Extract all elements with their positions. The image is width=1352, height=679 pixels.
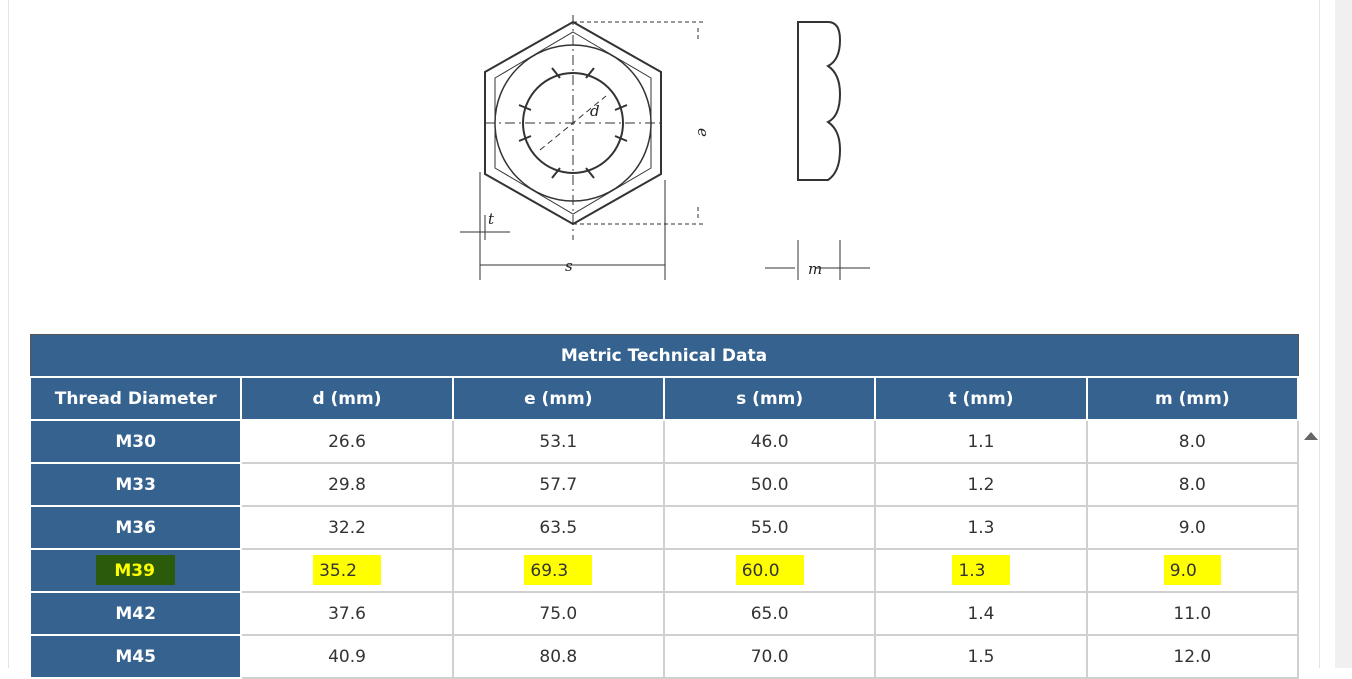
content-frame: [8, 0, 1320, 668]
scrollbar[interactable]: [1335, 0, 1352, 668]
data-row: M30 26.6 53.1 46.0 1.1 8.0: [28, 419, 1300, 464]
header-row: Thread Diameter d (mm) e (mm) s (mm) t (mm) m…: [28, 376, 1300, 421]
label-t: t: [488, 210, 495, 228]
cell: 80.8: [451, 634, 665, 679]
row-header: M39: [28, 548, 243, 593]
cell: 75.0: [451, 591, 665, 636]
data-table: Metric Technical Data Thread Diameter d (m…: [28, 334, 1300, 679]
data-row: M33 29.8 57.7 50.0 1.2 8.0: [28, 462, 1300, 507]
cell: 63.5: [451, 505, 665, 550]
center-lines: [485, 15, 661, 240]
label-d: d: [590, 102, 600, 120]
cell: 1.3: [874, 505, 1088, 550]
data-row: M45 40.9 80.8 70.0 1.5 12.0: [28, 634, 1300, 679]
m-dimension: [765, 240, 870, 280]
cell: 9.0: [1085, 505, 1300, 550]
nut-drawing: d e s t m: [460, 15, 870, 280]
highlighted-text: 35.2: [313, 554, 381, 585]
data-row: M42 37.6 75.0 65.0 1.4 11.0: [28, 591, 1300, 636]
highlighted-text: M39: [96, 554, 175, 585]
cell: 12.0: [1085, 634, 1300, 679]
cell: 26.6: [240, 419, 454, 464]
cell: 1.3: [874, 548, 1088, 593]
cell: 11.0: [1085, 591, 1300, 636]
cell: 57.7: [451, 462, 665, 507]
column-header: m (mm): [1085, 376, 1300, 421]
scroll-up-arrow[interactable]: [1303, 430, 1319, 442]
data-row: M36 32.2 63.5 55.0 1.3 9.0: [28, 505, 1300, 550]
cell: 1.1: [874, 419, 1088, 464]
cell: 46.0: [662, 419, 877, 464]
title-row: Metric Technical Data: [29, 334, 1299, 378]
label-s: s: [565, 257, 573, 275]
label-e: e: [694, 128, 712, 137]
cell: 1.5: [874, 634, 1088, 679]
e-dimension: [573, 21, 705, 225]
cell: 1.2: [874, 462, 1088, 507]
highlighted-text: 9.0: [1163, 554, 1221, 585]
highlighted-text: 69.3: [524, 554, 593, 585]
cell: 70.0: [662, 634, 877, 679]
cell: 69.3: [451, 548, 665, 593]
hex-inner: [494, 31, 652, 215]
cell: 55.0: [662, 505, 877, 550]
cell: 8.0: [1085, 462, 1300, 507]
cell: 40.9: [240, 634, 454, 679]
cell: 50.0: [662, 462, 877, 507]
cell: 32.2: [240, 505, 454, 550]
cell: 53.1: [451, 419, 665, 464]
cell: 29.8: [240, 462, 454, 507]
bore: [522, 72, 624, 174]
teeth: [518, 67, 628, 179]
side-view: [797, 21, 842, 181]
highlighted-text: 1.3: [952, 554, 1010, 585]
cell: 9.0: [1085, 548, 1300, 593]
t-dimension: [460, 215, 510, 240]
table-title: Metric Technical Data: [29, 334, 1299, 378]
row-header: M33: [28, 462, 243, 507]
row-header: M30: [28, 419, 243, 464]
cell: 65.0: [662, 591, 877, 636]
row-header: M42: [28, 591, 243, 636]
column-header: t (mm): [874, 376, 1088, 421]
column-header: Thread Diameter: [28, 376, 243, 421]
cell: 35.2: [240, 548, 454, 593]
cell: 1.4: [874, 591, 1088, 636]
label-m: m: [808, 260, 822, 278]
s-dimension: [479, 172, 666, 280]
column-header: e (mm): [451, 376, 665, 421]
column-header: d (mm): [240, 376, 454, 421]
cell: 37.6: [240, 591, 454, 636]
data-row: M39 35.2 69.3 60.0 1.3 9.0: [28, 548, 1300, 593]
cell: 60.0: [662, 548, 877, 593]
row-header: M45: [28, 634, 243, 679]
column-header: s (mm): [662, 376, 877, 421]
highlighted-text: 60.0: [735, 554, 804, 585]
row-header: M36: [28, 505, 243, 550]
cell: 8.0: [1085, 419, 1300, 464]
